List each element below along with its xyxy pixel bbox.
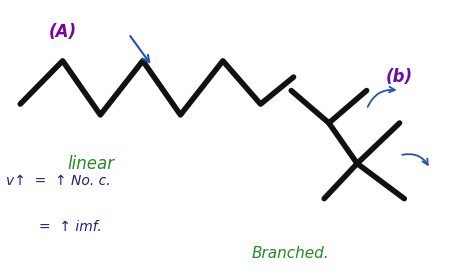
Text: =  ↑ imf.: = ↑ imf. — [39, 220, 102, 234]
Text: v↑  =  ↑ No. c.: v↑ = ↑ No. c. — [6, 174, 111, 188]
Text: Branched.: Branched. — [251, 246, 329, 261]
Text: linear: linear — [67, 155, 115, 173]
Text: (A): (A) — [48, 22, 77, 40]
Text: (b): (b) — [385, 69, 412, 87]
